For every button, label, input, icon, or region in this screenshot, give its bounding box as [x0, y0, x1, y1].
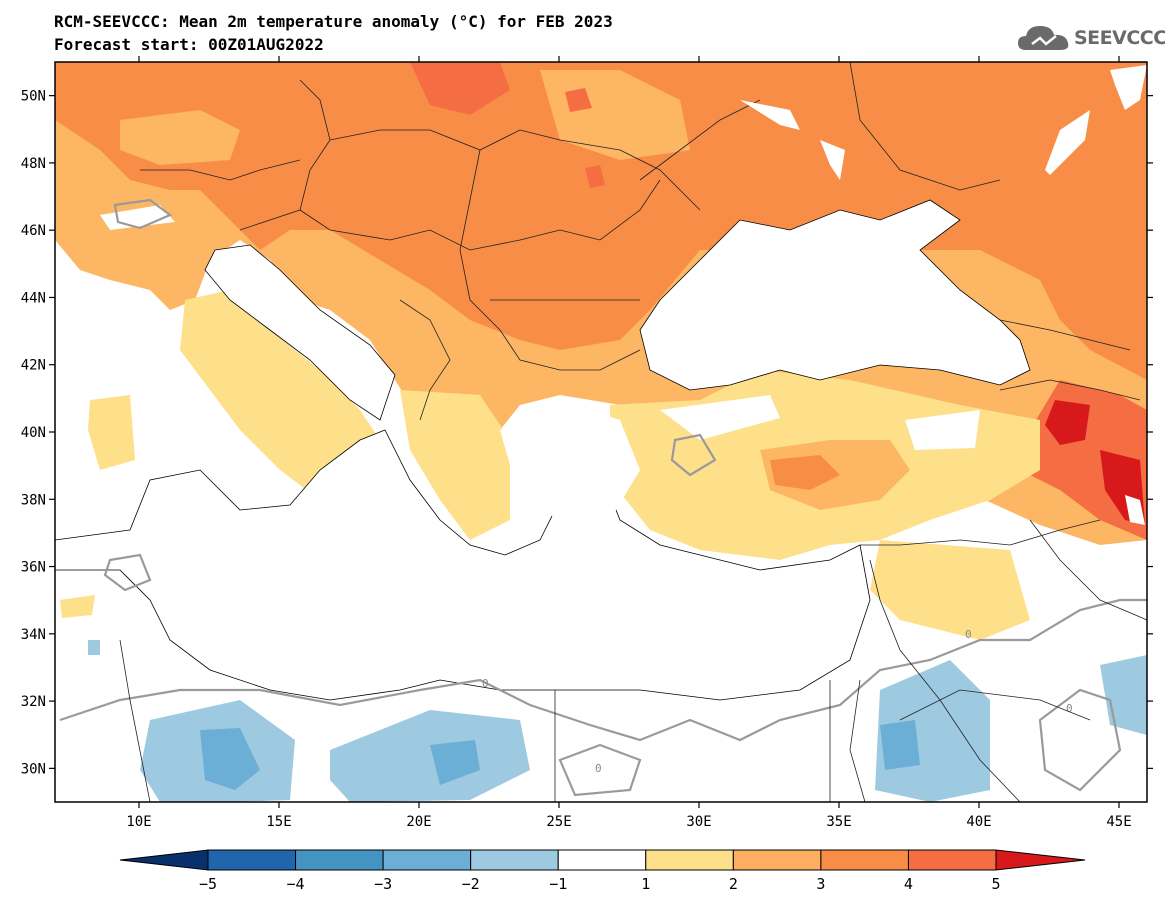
contour-label-0-c: 0 — [595, 762, 602, 775]
anomaly-levant — [870, 540, 1030, 640]
colorbar-segment-8 — [907, 849, 997, 871]
lat-tick-label-5: 40N — [21, 425, 46, 441]
colorbar-label-6: 2 — [729, 875, 738, 893]
don-gap — [820, 140, 845, 180]
lat-tick-label-8: 46N — [21, 223, 46, 239]
adriatic-sea — [204, 244, 396, 421]
anomaly-sardinia — [88, 395, 135, 470]
lon-tick-label-5: 35E — [826, 814, 851, 830]
zero-contour-iraq — [1038, 688, 1122, 792]
lat-tick-label-1: 32N — [21, 694, 46, 710]
lat-tick-label-7: 44N — [21, 290, 46, 306]
lon-tick-label-1: 15E — [266, 814, 291, 830]
zero-contour-libya-loop — [103, 553, 152, 592]
zero-contour-egypt — [558, 743, 642, 797]
lon-tick-label-6: 40E — [966, 814, 991, 830]
map-area: 0 0 0 0 — [55, 62, 1147, 802]
zero-contour-alps — [113, 198, 173, 230]
lat-tick-label-9: 48N — [21, 156, 46, 172]
lon-tick-label-3: 25E — [546, 814, 571, 830]
lake-van-gap — [1125, 495, 1145, 525]
colorbar-label-9: 5 — [991, 875, 1000, 893]
colorbar-label-3: −2 — [462, 875, 480, 893]
anomaly-iraq-cool — [1100, 655, 1147, 735]
colorbar-segment-2 — [382, 849, 472, 871]
zero-contour-north-africa — [59, 598, 1147, 742]
colorbar-label-8: 4 — [904, 875, 913, 893]
cloud-icon — [1018, 26, 1069, 50]
country-borders — [119, 62, 1147, 802]
volga-gap-2 — [1045, 110, 1090, 175]
lon-tick-label-4: 30E — [686, 814, 711, 830]
seevccc-logo: SEEVCCC — [1016, 18, 1165, 58]
anomaly-band-north-3to4 — [55, 62, 1147, 380]
colorbar-label-0: −5 — [199, 875, 217, 893]
zero-contour-anatolia-loop — [670, 433, 717, 477]
anomaly-gap-anatolia-2 — [660, 395, 780, 440]
anomaly-greece — [400, 390, 510, 540]
colorbar-label-2: −3 — [374, 875, 392, 893]
colorbar-label-5: 1 — [641, 875, 650, 893]
logo-text: SEEVCCC — [1074, 27, 1165, 49]
colorbar-segment-4 — [557, 849, 647, 871]
colorbar-low-triangle — [119, 849, 209, 871]
anomaly-egypt-cool-2 — [430, 740, 480, 785]
anomaly-max-hungary — [410, 62, 510, 115]
contour-label-0-b: 0 — [965, 628, 972, 641]
lon-tick-label-2: 20E — [406, 814, 431, 830]
anomaly-tunisia — [60, 595, 95, 618]
anomaly-libya-cool-2 — [200, 728, 260, 790]
latitude-axis: 30N 32N 34N 36N 38N 40N 42N 44N 46N 48N 50N — [21, 89, 1153, 777]
anomaly-tunisia-cool — [88, 640, 100, 655]
colorbar-label-1: −4 — [287, 875, 305, 893]
anomaly-max-ukraine-w — [565, 88, 592, 112]
lat-tick-label-4: 38N — [21, 492, 46, 508]
anomaly-gap-anatolia — [905, 410, 980, 450]
anomaly-egypt-cool — [330, 710, 530, 802]
colorbar: −5 −4 −3 −2 −1 1 2 3 4 5 — [119, 849, 1086, 893]
lon-tick-label-7: 45E — [1106, 814, 1131, 830]
lat-tick-label-2: 34N — [21, 627, 46, 643]
lat-tick-label-10: 50N — [21, 89, 46, 105]
colorbar-segment-3 — [470, 849, 559, 871]
volga-gap — [1110, 65, 1147, 110]
lat-tick-label-6: 42N — [21, 358, 46, 374]
anomaly-italy — [180, 290, 380, 500]
colorbar-segment-7 — [820, 849, 909, 871]
forecast-start: Forecast start: 00Z01AUG2022 — [54, 35, 324, 54]
dnieper-gap — [740, 100, 800, 130]
colorbar-segment-0 — [207, 849, 297, 871]
mediterranean-sea — [55, 429, 871, 701]
anomaly-gap-alps — [100, 205, 175, 230]
anomaly-saudi-cool-2 — [880, 720, 920, 770]
aegean-sea — [500, 400, 640, 520]
map-title: RCM-SEEVCCC: Mean 2m temperature anomaly… — [54, 12, 613, 31]
colorbar-label-4: −1 — [549, 875, 567, 893]
anomaly-north-light-patch — [120, 110, 240, 165]
colorbar-label-7: 3 — [816, 875, 825, 893]
colorbar-segment-6 — [732, 849, 822, 871]
colorbar-segment-1 — [295, 849, 384, 871]
contour-label-0-d: 0 — [1066, 702, 1073, 715]
anomaly-max-ukraine-s — [585, 165, 605, 188]
contour-label-0-a: 0 — [482, 677, 489, 690]
anomaly-anatolia-3to4 — [770, 455, 840, 490]
anomaly-peak-caucasus — [1045, 400, 1090, 445]
colorbar-segment-5 — [645, 849, 734, 871]
lon-tick-label-0: 10E — [126, 814, 151, 830]
colorbar-high-triangle — [995, 849, 1086, 871]
longitude-axis: 10E 15E 20E 25E 30E 35E 40E 45E — [126, 56, 1132, 830]
lat-tick-label-0: 30N — [21, 761, 46, 777]
lat-tick-label-3: 36N — [21, 560, 46, 576]
